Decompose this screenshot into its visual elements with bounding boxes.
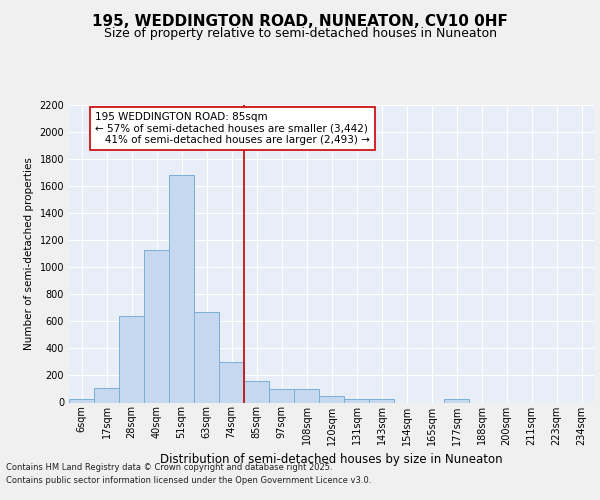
Bar	[444, 399, 469, 402]
Text: Size of property relative to semi-detached houses in Nuneaton: Size of property relative to semi-detach…	[104, 28, 497, 40]
Bar	[94, 388, 119, 402]
Y-axis label: Number of semi-detached properties: Number of semi-detached properties	[24, 158, 34, 350]
Text: Contains public sector information licensed under the Open Government Licence v3: Contains public sector information licen…	[6, 476, 371, 485]
X-axis label: Distribution of semi-detached houses by size in Nuneaton: Distribution of semi-detached houses by …	[160, 453, 503, 466]
Bar	[219, 362, 244, 403]
Bar	[294, 389, 319, 402]
Bar	[169, 176, 194, 402]
Bar	[69, 399, 94, 402]
Bar	[244, 381, 269, 402]
Bar	[194, 312, 219, 402]
Bar	[369, 399, 394, 402]
Text: Contains HM Land Registry data © Crown copyright and database right 2025.: Contains HM Land Registry data © Crown c…	[6, 464, 332, 472]
Bar	[319, 396, 344, 402]
Bar	[269, 389, 294, 402]
Text: 195 WEDDINGTON ROAD: 85sqm
← 57% of semi-detached houses are smaller (3,442)
   : 195 WEDDINGTON ROAD: 85sqm ← 57% of semi…	[95, 112, 370, 145]
Text: 195, WEDDINGTON ROAD, NUNEATON, CV10 0HF: 195, WEDDINGTON ROAD, NUNEATON, CV10 0HF	[92, 14, 508, 29]
Bar	[119, 316, 144, 402]
Bar	[144, 250, 169, 402]
Bar	[344, 399, 369, 402]
